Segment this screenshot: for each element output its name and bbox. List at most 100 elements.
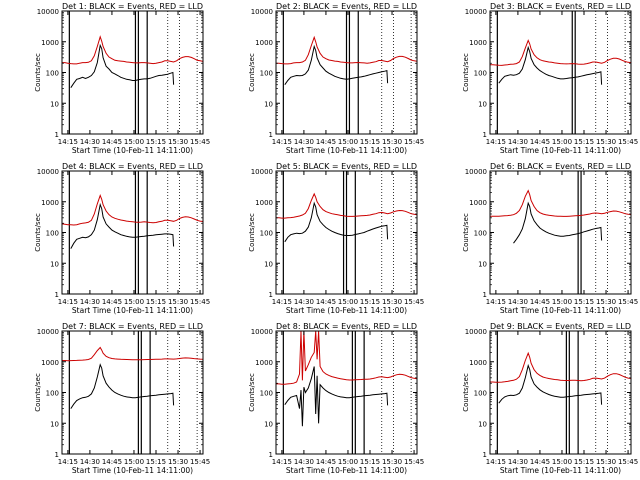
x-tick-label: 15:45 — [404, 138, 424, 146]
x-tick-label: 14:15 — [58, 138, 78, 146]
panel-title: Det 1: BLACK = Events, RED = LLD — [62, 2, 203, 11]
y-tick-label: 10000 — [251, 328, 273, 336]
x-tick-label: 15:30 — [382, 298, 402, 306]
x-tick-label: 14:15 — [272, 298, 292, 306]
x-tick-label: 15:30 — [168, 138, 188, 146]
y-tick-label: 1000 — [469, 199, 487, 207]
panel-det-4: 1 10 100 1000 10000 14:15 14:30 14:45 15:00 15:15… — [34, 162, 210, 315]
x-tick-label: 15:00 — [124, 298, 144, 306]
panel-title: Det 2: BLACK = Events, RED = LLD — [276, 2, 417, 11]
panel-det-8: 1 10 100 1000 10000 14:15 14:30 14:45 15:00 15:15… — [248, 322, 424, 475]
y-tick-label: 1000 — [41, 199, 59, 207]
x-tick-label: 14:30 — [294, 138, 314, 146]
x-axis-label: Start Time (10-Feb-11 14:11:00) — [286, 466, 407, 475]
x-tick-label: 14:30 — [294, 298, 314, 306]
plot-frame — [61, 330, 204, 455]
x-tick-label: 15:00 — [552, 138, 572, 146]
y-axis-label: Counts/sec — [34, 213, 42, 252]
plot-frame — [489, 170, 632, 295]
x-tick-label: 14:45 — [530, 298, 550, 306]
y-tick-label: 100 — [46, 230, 59, 238]
x-tick-label: 14:30 — [80, 138, 100, 146]
x-tick-label: 15:30 — [596, 298, 616, 306]
y-tick-label: 1000 — [41, 39, 59, 47]
series-events — [284, 44, 389, 85]
x-tick-label: 15:15 — [146, 138, 166, 146]
x-tick-label: 15:15 — [574, 138, 594, 146]
x-axis-label: Start Time (10-Feb-11 14:11:00) — [72, 146, 193, 155]
x-axis-label: Start Time (10-Feb-11 14:11:00) — [500, 146, 621, 155]
y-tick-label: 100 — [474, 230, 487, 238]
panel-title: Det 3: BLACK = Events, RED = LLD — [490, 2, 631, 11]
x-tick-label: 15:15 — [574, 298, 594, 306]
x-tick-label: 14:15 — [272, 458, 292, 466]
panel-det-9: 1 10 100 1000 10000 14:15 14:30 14:45 15:00 15:15… — [462, 322, 638, 475]
y-tick-label: 10000 — [465, 8, 487, 16]
plot-frame — [489, 330, 632, 455]
y-tick-label: 10 — [50, 420, 59, 428]
x-tick-label: 14:45 — [530, 138, 550, 146]
y-tick-label: 1 — [269, 131, 273, 139]
y-tick-label: 1000 — [41, 359, 59, 367]
x-tick-label: 14:30 — [294, 458, 314, 466]
y-tick-label: 10 — [478, 100, 487, 108]
y-axis-label: Counts/sec — [248, 213, 256, 252]
x-tick-label: 15:45 — [618, 458, 638, 466]
x-tick-label: 14:45 — [316, 458, 336, 466]
y-tick-label: 100 — [474, 390, 487, 398]
panel-det-6: 1 10 100 1000 10000 14:15 14:30 14:45 15:00 15:15… — [462, 162, 638, 315]
x-axis-label: Start Time (10-Feb-11 14:11:00) — [72, 466, 193, 475]
y-tick-label: 100 — [260, 70, 273, 78]
x-axis-label: Start Time (10-Feb-11 14:11:00) — [286, 306, 407, 315]
x-tick-label: 15:45 — [404, 298, 424, 306]
y-tick-label: 10 — [264, 100, 273, 108]
series-events — [70, 43, 175, 88]
x-tick-label: 15:30 — [596, 138, 616, 146]
series-events — [70, 202, 175, 249]
x-tick-label: 15:45 — [190, 458, 210, 466]
panel-title: Det 9: BLACK = Events, RED = LLD — [490, 322, 631, 331]
x-tick-label: 15:15 — [146, 298, 166, 306]
panel-det-1: 1 10 100 1000 10000 14:15 14:30 14:45 15:00 15:15… — [34, 2, 210, 155]
series-lld — [62, 346, 204, 362]
x-tick-label: 14:45 — [102, 458, 122, 466]
y-tick-label: 10 — [478, 420, 487, 428]
series-events — [70, 363, 175, 409]
series-lld — [490, 351, 632, 383]
x-tick-label: 15:15 — [360, 298, 380, 306]
y-tick-label: 1 — [55, 451, 59, 459]
panel-title: Det 8: BLACK = Events, RED = LLD — [276, 322, 417, 331]
series-lld — [276, 35, 418, 65]
x-tick-label: 14:15 — [58, 298, 78, 306]
x-tick-label: 14:45 — [102, 138, 122, 146]
y-axis-label: Counts/sec — [462, 373, 470, 412]
x-tick-label: 14:45 — [530, 458, 550, 466]
x-tick-label: 15:15 — [574, 458, 594, 466]
series-lld — [276, 192, 418, 219]
x-tick-label: 15:30 — [382, 458, 402, 466]
y-tick-label: 10 — [50, 260, 59, 268]
x-tick-label: 15:45 — [618, 298, 638, 306]
series-lld — [276, 330, 418, 385]
y-tick-label: 1 — [55, 131, 59, 139]
x-tick-label: 15:45 — [190, 298, 210, 306]
plot-frame — [61, 170, 204, 295]
x-tick-label: 14:45 — [102, 298, 122, 306]
x-tick-label: 14:45 — [316, 138, 336, 146]
y-tick-label: 10000 — [465, 168, 487, 176]
y-tick-label: 100 — [46, 70, 59, 78]
series-events — [498, 363, 603, 405]
x-tick-label: 15:00 — [338, 458, 358, 466]
plot-frame — [61, 10, 204, 135]
y-tick-label: 100 — [46, 390, 59, 398]
x-tick-label: 14:30 — [80, 298, 100, 306]
x-tick-label: 15:30 — [168, 458, 188, 466]
y-tick-label: 1 — [483, 131, 487, 139]
x-tick-label: 14:45 — [316, 298, 336, 306]
x-axis-label: Start Time (10-Feb-11 14:11:00) — [286, 146, 407, 155]
x-axis-label: Start Time (10-Feb-11 14:11:00) — [500, 306, 621, 315]
y-tick-label: 10000 — [37, 168, 59, 176]
series-lld — [490, 189, 632, 217]
y-tick-label: 1 — [269, 291, 273, 299]
